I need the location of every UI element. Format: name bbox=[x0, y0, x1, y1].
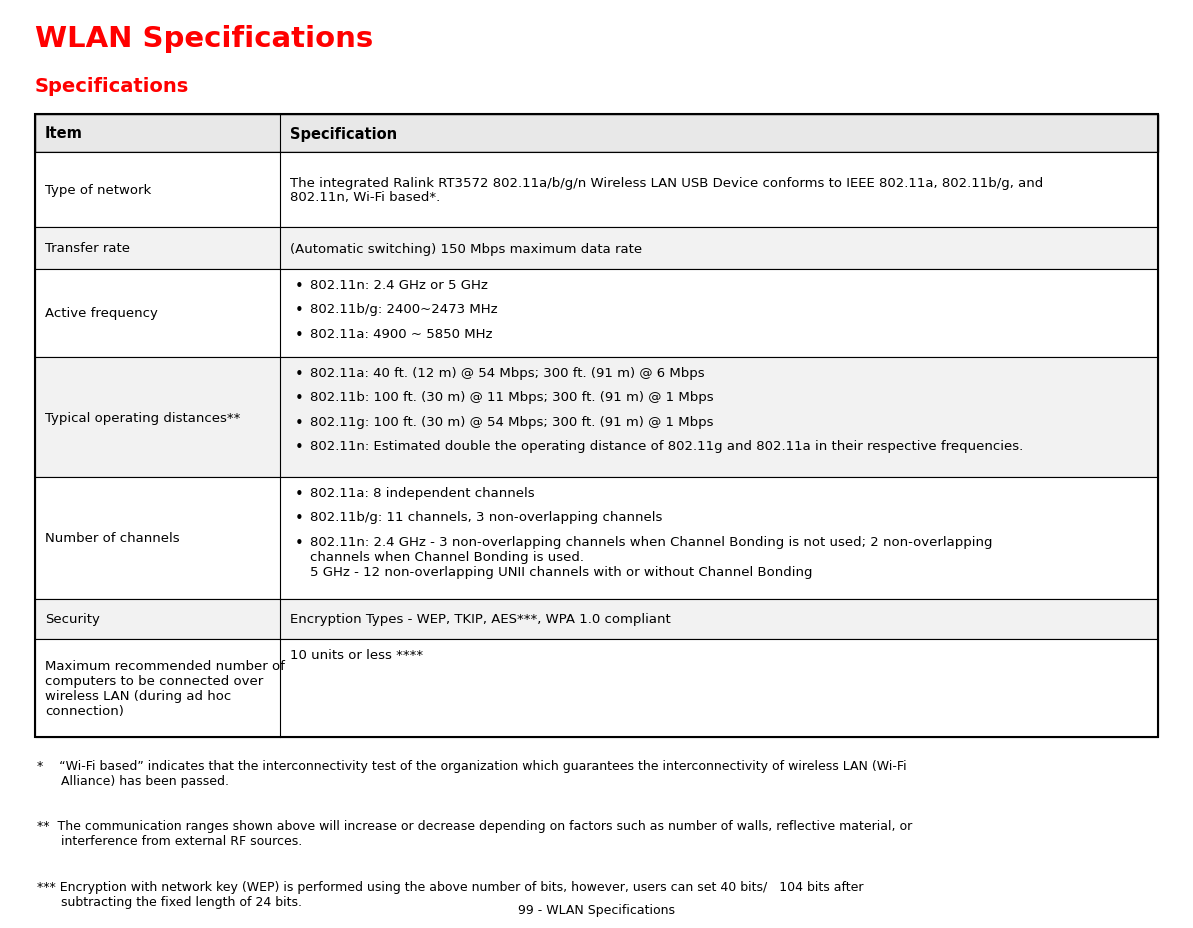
Text: •: • bbox=[295, 391, 303, 406]
Text: 99 - WLAN Specifications: 99 - WLAN Specifications bbox=[518, 903, 675, 916]
Text: The integrated Ralink RT3572 802.11a/b/g/n Wireless LAN USB Device conforms to I: The integrated Ralink RT3572 802.11a/b/g… bbox=[290, 176, 1043, 204]
Text: (Automatic switching) 150 Mbps maximum data rate: (Automatic switching) 150 Mbps maximum d… bbox=[290, 242, 642, 255]
Bar bbox=[35, 270, 1158, 357]
Text: Typical operating distances**: Typical operating distances** bbox=[45, 411, 240, 424]
Text: **  The communication ranges shown above will increase or decrease depending on : ** The communication ranges shown above … bbox=[37, 819, 913, 847]
Text: •: • bbox=[295, 510, 303, 526]
Text: Active frequency: Active frequency bbox=[45, 307, 157, 320]
Text: Transfer rate: Transfer rate bbox=[45, 242, 130, 255]
Text: *** Encryption with network key (WEP) is performed using the above number of bit: *** Encryption with network key (WEP) is… bbox=[37, 880, 864, 908]
Bar bbox=[35, 227, 1158, 270]
Text: •: • bbox=[295, 535, 303, 550]
Text: 802.11a: 8 independent channels: 802.11a: 8 independent channels bbox=[310, 486, 534, 499]
Text: Encryption Types - WEP, TKIP, AES***, WPA 1.0 compliant: Encryption Types - WEP, TKIP, AES***, WP… bbox=[290, 612, 670, 625]
Text: 802.11n: 2.4 GHz or 5 GHz: 802.11n: 2.4 GHz or 5 GHz bbox=[310, 278, 488, 291]
Bar bbox=[35, 115, 1158, 153]
Text: •: • bbox=[295, 440, 303, 455]
Bar bbox=[35, 357, 1158, 478]
Text: Type of network: Type of network bbox=[45, 184, 152, 197]
Text: •: • bbox=[295, 303, 303, 318]
Bar bbox=[35, 599, 1158, 639]
Text: 802.11a: 40 ft. (12 m) @ 54 Mbps; 300 ft. (91 m) @ 6 Mbps: 802.11a: 40 ft. (12 m) @ 54 Mbps; 300 ft… bbox=[310, 367, 704, 380]
Text: •: • bbox=[295, 328, 303, 342]
Text: 802.11b: 100 ft. (30 m) @ 11 Mbps; 300 ft. (91 m) @ 1 Mbps: 802.11b: 100 ft. (30 m) @ 11 Mbps; 300 f… bbox=[310, 391, 713, 404]
Text: Number of channels: Number of channels bbox=[45, 532, 180, 545]
Text: 802.11b/g: 11 channels, 3 non-overlapping channels: 802.11b/g: 11 channels, 3 non-overlappin… bbox=[310, 510, 662, 523]
Text: Item: Item bbox=[45, 126, 82, 141]
Text: 10 units or less ****: 10 units or less **** bbox=[290, 649, 424, 662]
Text: 802.11n: 2.4 GHz - 3 non-overlapping channels when Channel Bonding is not used; : 802.11n: 2.4 GHz - 3 non-overlapping cha… bbox=[310, 535, 993, 578]
Text: 802.11b/g: 2400~2473 MHz: 802.11b/g: 2400~2473 MHz bbox=[310, 303, 497, 316]
Bar bbox=[35, 153, 1158, 227]
Text: WLAN Specifications: WLAN Specifications bbox=[35, 25, 373, 53]
Text: Maximum recommended number of
computers to be connected over
wireless LAN (durin: Maximum recommended number of computers … bbox=[45, 659, 285, 717]
Text: 802.11g: 100 ft. (30 m) @ 54 Mbps; 300 ft. (91 m) @ 1 Mbps: 802.11g: 100 ft. (30 m) @ 54 Mbps; 300 f… bbox=[310, 415, 713, 428]
Text: Security: Security bbox=[45, 612, 100, 625]
Text: 802.11a: 4900 ~ 5850 MHz: 802.11a: 4900 ~ 5850 MHz bbox=[310, 328, 493, 341]
Bar bbox=[35, 115, 1158, 737]
Text: 802.11n: Estimated double the operating distance of 802.11g and 802.11a in their: 802.11n: Estimated double the operating … bbox=[310, 440, 1024, 453]
Text: •: • bbox=[295, 367, 303, 381]
Text: •: • bbox=[295, 486, 303, 501]
Text: Specifications: Specifications bbox=[35, 77, 190, 96]
Bar bbox=[35, 639, 1158, 737]
Bar bbox=[35, 478, 1158, 599]
Text: *    “Wi-Fi based” indicates that the interconnectivity test of the organization: * “Wi-Fi based” indicates that the inter… bbox=[37, 759, 907, 787]
Text: Specification: Specification bbox=[290, 126, 397, 141]
Text: •: • bbox=[295, 415, 303, 431]
Text: •: • bbox=[295, 278, 303, 293]
